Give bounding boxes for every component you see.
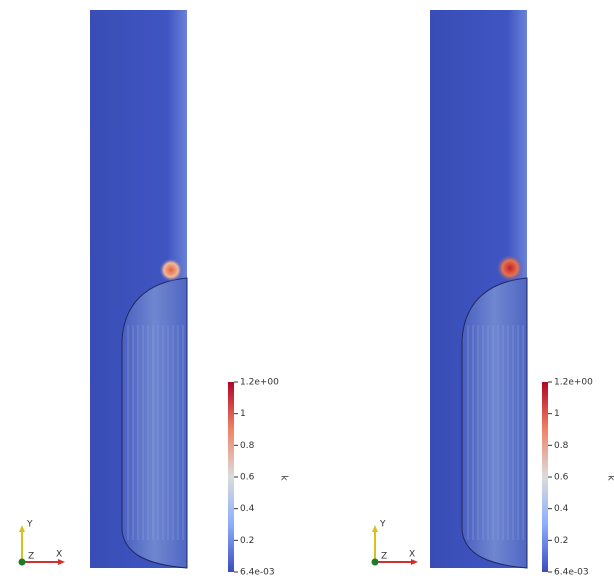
axis-z-label: Z (28, 552, 34, 562)
axis-z-label: Z (381, 552, 387, 562)
colorbar-label: 0.4 (554, 504, 569, 514)
colorbar-label: 0.8 (554, 441, 569, 451)
axis-x-label: X (409, 550, 415, 560)
axis-y-head (19, 525, 25, 532)
hot-spot (496, 254, 524, 282)
colorbar-label: 0.2 (240, 536, 254, 546)
page: 1.2e+00 1 0.8 0.6 0.4 0.2 6.4e-03 k Y Z X 1.2e+00 1 0… (0, 0, 614, 579)
axis-y-label: Y (379, 520, 386, 530)
colorbar-label: 1.2e+00 (240, 378, 279, 388)
panel: 1.2e+00 1 0.8 0.6 0.4 0.2 6.4e-03 k Y Z X (372, 10, 614, 578)
colorbar (542, 382, 548, 572)
panel: 1.2e+00 1 0.8 0.6 0.4 0.2 6.4e-03 k Y Z X (19, 10, 289, 578)
colorbar-label: 0.6 (240, 473, 255, 483)
colorbar-label: 0.6 (554, 473, 569, 483)
render-view: 1.2e+00 1 0.8 0.6 0.4 0.2 6.4e-03 k Y Z X 1.2e+00 1 0… (0, 0, 614, 579)
colorbar-label: 6.4e-03 (240, 568, 275, 578)
colorbar-label: 0.8 (240, 441, 255, 451)
colorbar-title: k (279, 475, 289, 481)
colorbar-title: k (606, 475, 614, 481)
axis-z (372, 559, 379, 566)
axis-y-head (372, 525, 378, 532)
colorbar-label: 0.2 (554, 536, 568, 546)
axis-x-label: X (56, 550, 62, 560)
colorbar-label: 1 (554, 409, 560, 419)
colorbar-label: 6.4e-03 (554, 568, 589, 578)
axis-x-head (411, 559, 418, 565)
colorbar-label: 1.2e+00 (554, 378, 593, 388)
axis-z (19, 559, 26, 566)
hot-spot (159, 258, 183, 282)
axis-y-label: Y (26, 520, 33, 530)
colorbar (228, 382, 234, 572)
axis-x-head (58, 559, 65, 565)
colorbar-label: 0.4 (240, 504, 255, 514)
colorbar-label: 1 (240, 409, 246, 419)
